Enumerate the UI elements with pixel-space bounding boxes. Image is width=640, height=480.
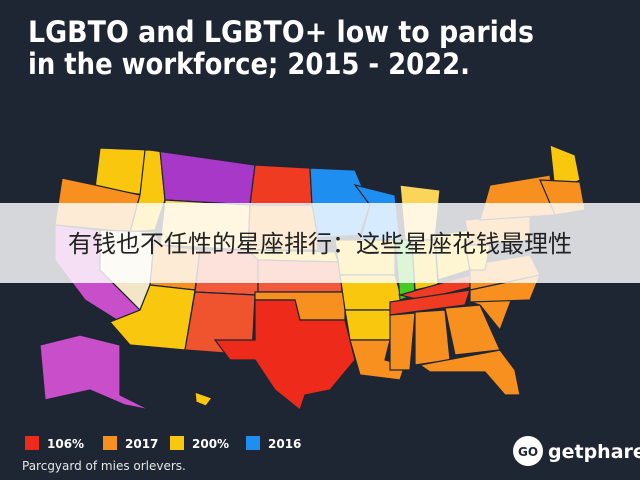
title-line: LGBTO and LGBTO+ low to parids [28,15,534,49]
state [344,309,396,341]
legend-label: 2017 [125,437,158,451]
legend-label: 2016 [268,437,301,451]
state [414,309,451,366]
title-line: in the workforce; 2015 - 2022. [28,47,470,81]
state [389,289,471,316]
state [39,334,151,411]
logo-text: GO [518,445,538,459]
legend-label: 200% [192,437,229,451]
legend-swatch [25,436,39,450]
legend-label: 106% [47,437,84,451]
brand-name: getphare [548,441,640,463]
state [194,391,213,407]
state [549,144,581,193]
banner [0,203,640,283]
legend-swatch [170,436,184,450]
legend-swatch [103,436,117,450]
footnote: Parcgyard of mies orlevers. [22,459,186,473]
state [213,299,356,412]
state [389,312,416,371]
banner-text: 有钱也不任性的星座排行：这些星座花钱最理性 [68,230,572,258]
state [418,349,521,396]
state [249,164,313,206]
legend-swatch [246,436,260,450]
logo-badge [513,436,543,466]
legend: 106% 2017 200% 2016 [25,436,301,451]
